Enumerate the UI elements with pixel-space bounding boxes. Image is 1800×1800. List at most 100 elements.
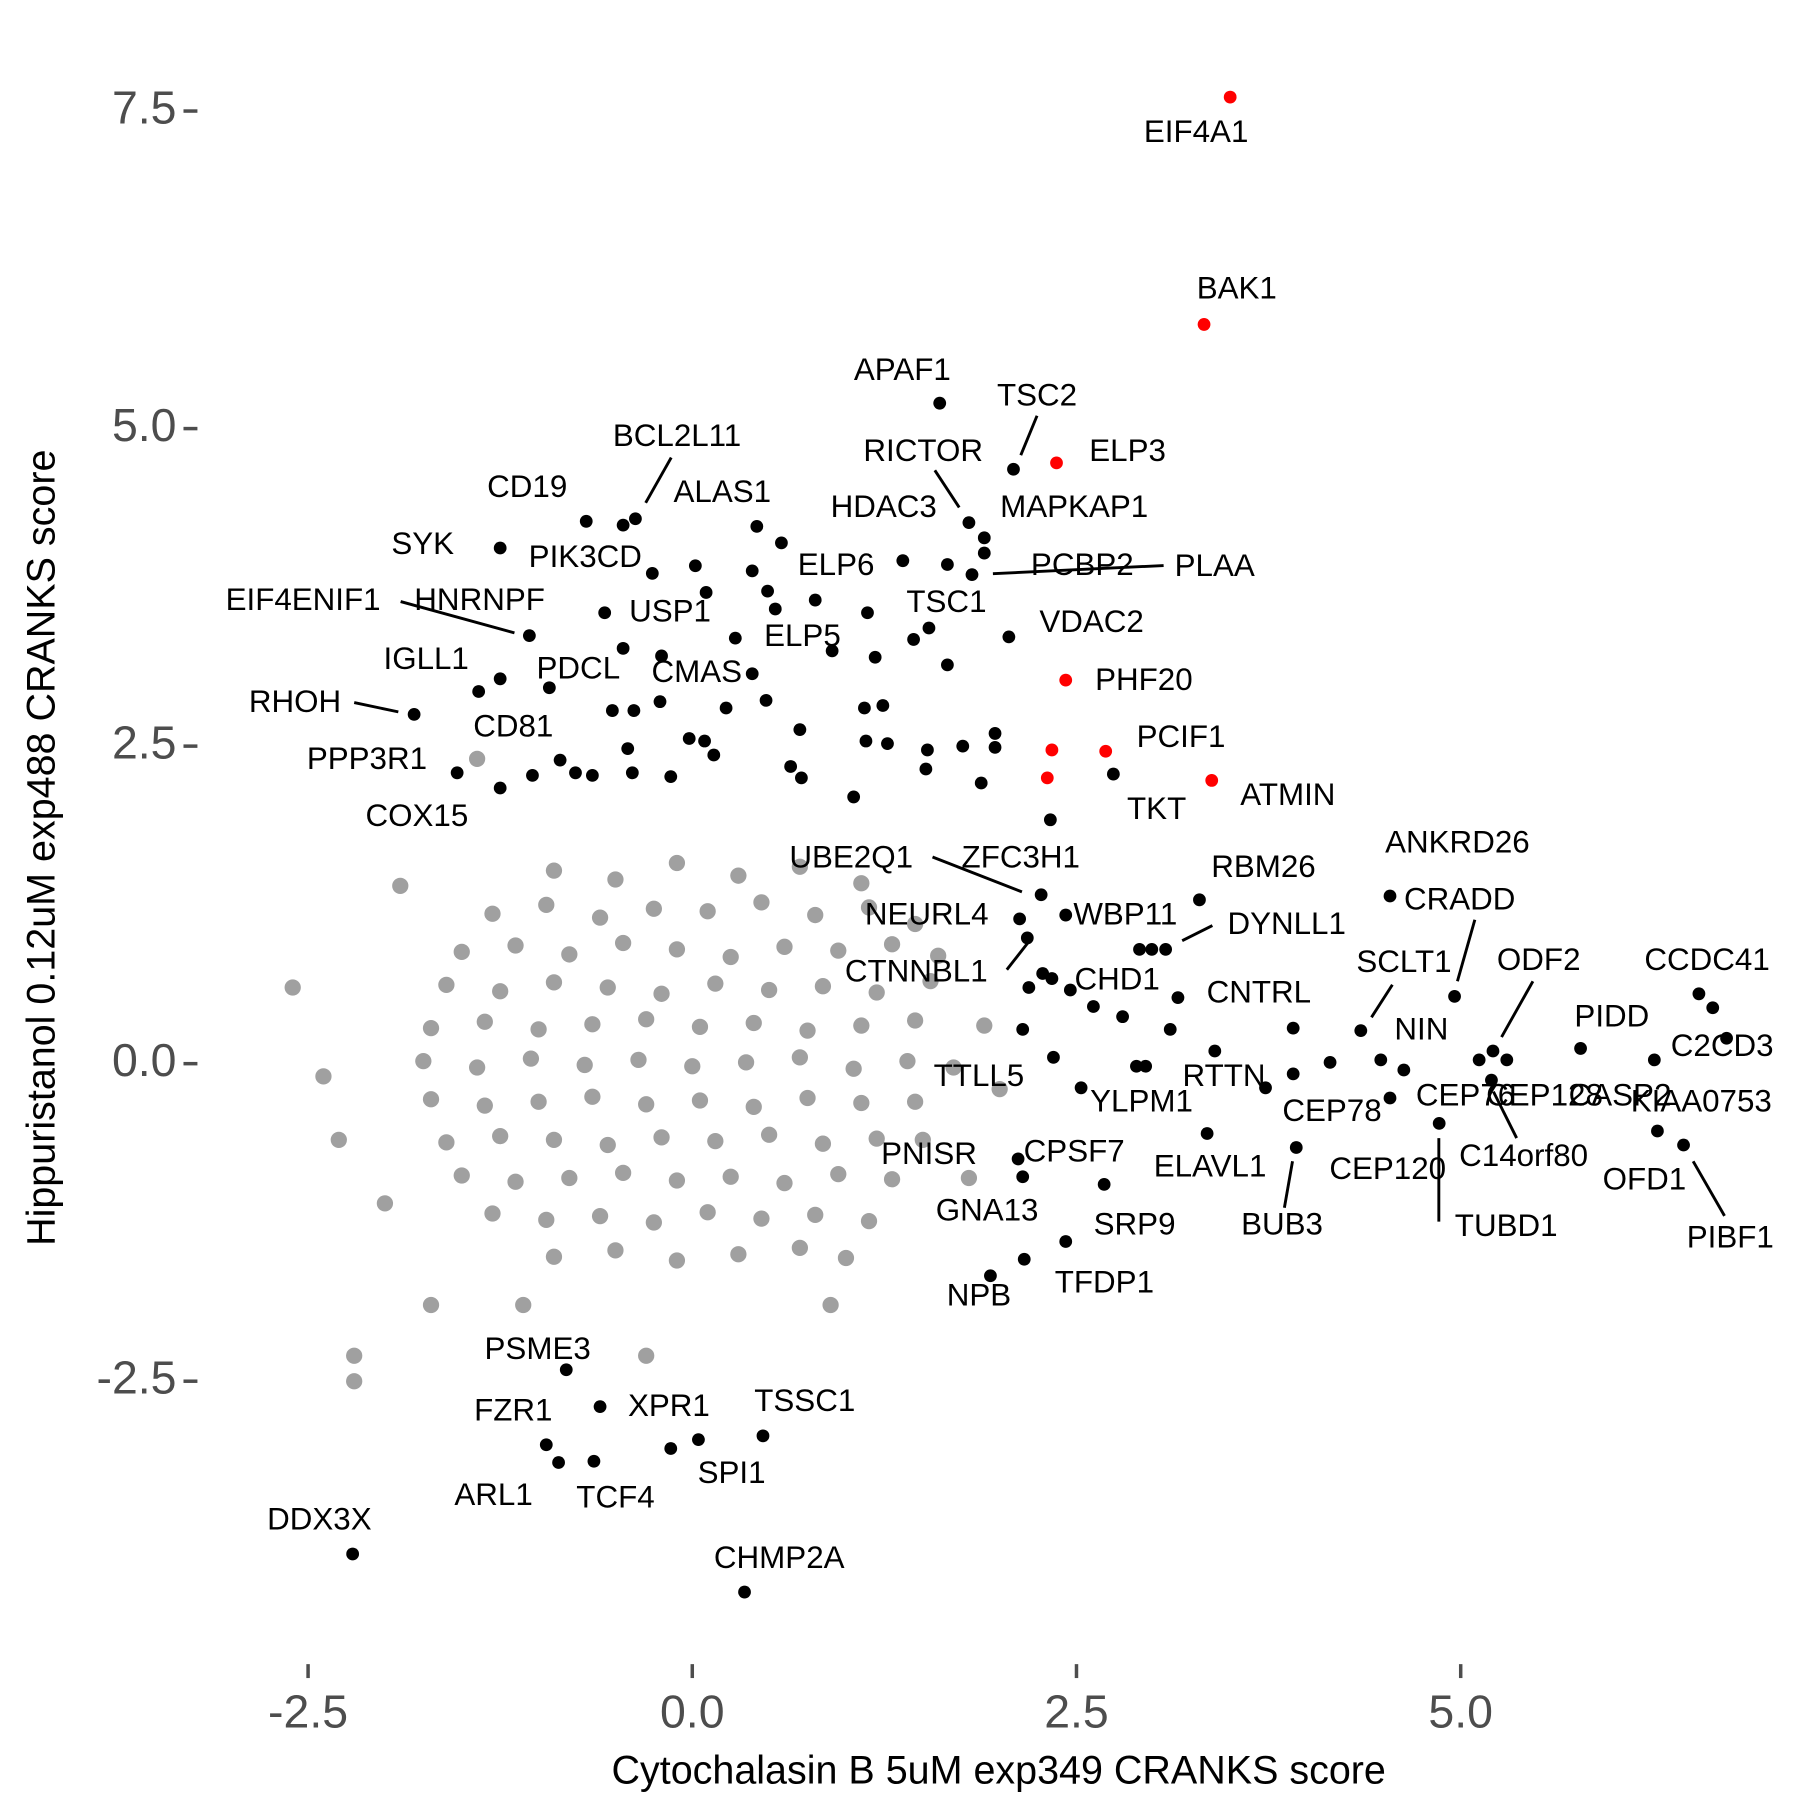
point [468, 750, 486, 767]
point-label: RHOH [249, 684, 341, 719]
point [645, 900, 662, 917]
point [738, 1585, 751, 1599]
point [616, 641, 630, 655]
leader-line [1691, 1160, 1726, 1217]
point [1043, 813, 1057, 827]
point [977, 531, 991, 545]
leader-line [644, 456, 673, 504]
point-label: SRP9 [1094, 1207, 1176, 1242]
point-label: BCL2L11 [613, 418, 741, 453]
point [1383, 1091, 1397, 1105]
point [653, 1129, 670, 1146]
point [799, 1022, 816, 1039]
point [791, 1239, 808, 1256]
point-label: ELP6 [798, 547, 875, 582]
point [941, 658, 954, 672]
point [576, 1056, 593, 1074]
point [807, 1206, 824, 1223]
point [1383, 889, 1397, 903]
point [756, 1429, 770, 1443]
point [707, 748, 721, 762]
point [645, 1214, 662, 1231]
point [919, 762, 933, 776]
point [861, 606, 874, 620]
point [599, 979, 616, 996]
point [1047, 1050, 1060, 1064]
point [984, 1269, 997, 1283]
point [645, 567, 659, 580]
point [688, 559, 702, 573]
point [930, 947, 947, 964]
point [422, 1019, 440, 1037]
point-label: PCIF1 [1137, 719, 1226, 754]
point [907, 633, 920, 646]
point [698, 734, 711, 748]
point-label: ELP3 [1089, 433, 1166, 468]
point [605, 704, 619, 717]
point [799, 1089, 816, 1107]
point-label: TFDP1 [1055, 1265, 1154, 1300]
point-label: PIK3CD [529, 539, 642, 574]
point-label: CD19 [487, 469, 567, 504]
point [614, 1164, 632, 1182]
point [507, 1173, 524, 1190]
point [881, 737, 894, 750]
x-tick-label: 2.5 [1044, 1685, 1109, 1737]
point [1651, 1124, 1664, 1138]
point [691, 1018, 709, 1035]
point [745, 1014, 762, 1032]
point-label: CCDC41 [1644, 942, 1769, 977]
point [883, 936, 901, 953]
point [761, 584, 774, 598]
point [453, 943, 470, 961]
point [346, 1373, 363, 1390]
point [438, 976, 455, 994]
point [1016, 1022, 1030, 1036]
point-label: TSC2 [997, 377, 1077, 412]
point [1692, 987, 1706, 1001]
y-tick-label: 5.0 [112, 399, 177, 451]
point [1197, 318, 1211, 331]
point [868, 650, 882, 664]
point [284, 979, 301, 996]
point [593, 1400, 607, 1413]
leader-line [1492, 1090, 1518, 1139]
leader-line [1500, 980, 1535, 1038]
y-tick-label: 7.5 [112, 81, 177, 133]
point [753, 894, 770, 911]
point [876, 699, 890, 712]
point [1074, 1081, 1088, 1095]
point [682, 732, 696, 745]
point [1011, 1152, 1025, 1166]
point-label: NPB [947, 1277, 1011, 1312]
point-label: UBE2Q1 [789, 840, 913, 875]
point [860, 1213, 878, 1230]
point [692, 1433, 705, 1447]
point-label: CPSF7 [1024, 1133, 1125, 1168]
point [830, 1166, 847, 1183]
point [453, 1167, 470, 1184]
point [561, 946, 578, 963]
point [515, 1296, 532, 1314]
point [1016, 1170, 1030, 1184]
point-label: BAK1 [1197, 271, 1277, 306]
point [914, 1131, 931, 1149]
point-label: YLPM1 [1090, 1084, 1193, 1119]
point-label: FZR1 [474, 1392, 552, 1427]
point [814, 1135, 832, 1152]
point [450, 766, 464, 780]
point [753, 1210, 770, 1227]
point [1208, 1044, 1222, 1058]
point [830, 942, 847, 959]
point-label: MAPKAP1 [1000, 489, 1148, 524]
point [1059, 673, 1073, 687]
point-label: NIN [1394, 1012, 1448, 1047]
point [1145, 942, 1159, 956]
y-axis-title: Hippuristanol 0.12uM exp488 CRANKS score [20, 450, 64, 1246]
point [759, 694, 773, 707]
point-label: PPP3R1 [307, 741, 427, 776]
point [1063, 983, 1077, 997]
point [484, 1205, 501, 1222]
